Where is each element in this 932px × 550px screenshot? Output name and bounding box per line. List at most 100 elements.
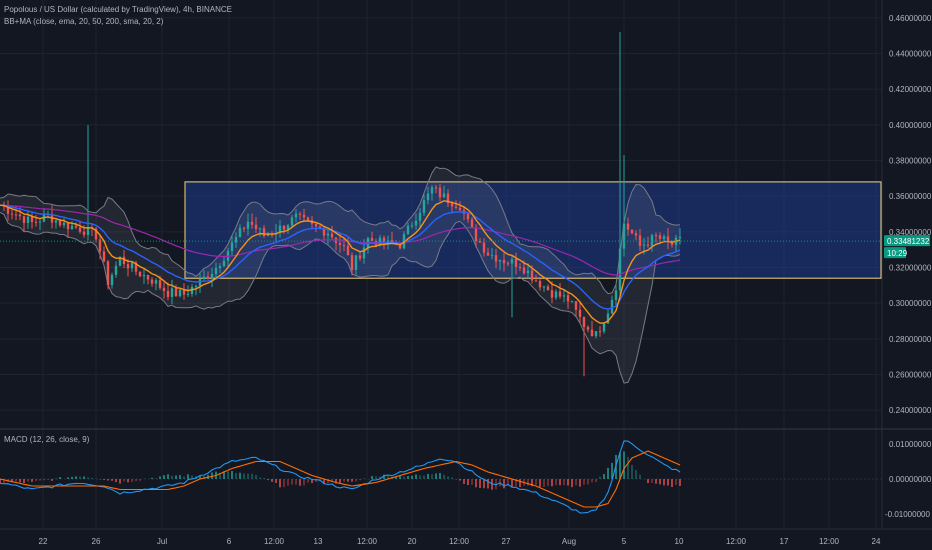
candle-body xyxy=(202,276,206,279)
candle-body xyxy=(34,221,38,223)
indicator-label[interactable]: BB+MA (close, ema, 20, 50, 200, sma, 20,… xyxy=(4,17,164,26)
candle-body xyxy=(438,187,442,198)
time-tick-label: 22 xyxy=(39,537,48,546)
candle-body xyxy=(346,245,350,256)
candle-body xyxy=(678,236,682,238)
candle-body xyxy=(26,216,30,223)
macd-pane xyxy=(0,440,681,514)
candle-body xyxy=(126,264,130,269)
candle-body xyxy=(582,316,586,328)
price-tick-label: 0.42000000 xyxy=(889,85,932,94)
candle-body xyxy=(430,187,434,194)
candle-body xyxy=(450,203,454,207)
time-tick-label: 12:00 xyxy=(819,537,840,546)
candle-body xyxy=(14,214,18,216)
time-tick-label: 5 xyxy=(622,537,627,546)
countdown-text: 10:29 xyxy=(887,249,908,258)
candle-body xyxy=(530,270,534,281)
time-tick-label: 6 xyxy=(227,537,232,546)
candle-body xyxy=(518,266,522,268)
candle-body xyxy=(422,200,426,213)
candle-body xyxy=(402,234,406,249)
candle-body xyxy=(626,223,630,230)
price-tags: 0.33481232 10:29 xyxy=(884,235,930,259)
time-tick-label: 12:00 xyxy=(726,537,747,546)
candle-body xyxy=(330,233,334,238)
candle-body xyxy=(566,295,570,302)
ema20-line xyxy=(0,200,681,324)
candle-body xyxy=(298,213,302,215)
candle-body xyxy=(74,225,78,228)
candle-body xyxy=(150,279,154,284)
candle-body xyxy=(506,263,510,265)
candle-body xyxy=(314,223,318,227)
candle-body xyxy=(282,225,286,230)
price-tick-label: 0.26000000 xyxy=(889,371,932,380)
candle-body xyxy=(318,226,322,229)
macd-tick-label: -0.01000000 xyxy=(885,510,930,519)
candle-body xyxy=(146,275,150,280)
candle-body xyxy=(6,206,10,214)
price-tick-label: 0.30000000 xyxy=(889,299,932,308)
candle-body xyxy=(466,213,470,220)
candle-body xyxy=(234,236,238,243)
candle-body xyxy=(30,216,34,222)
candle-body xyxy=(106,261,110,286)
price-tick-label: 0.36000000 xyxy=(889,192,932,201)
candle-body xyxy=(554,291,558,298)
ema50-line xyxy=(0,204,681,310)
time-tick-label: 26 xyxy=(92,537,101,546)
candle-body xyxy=(634,233,638,236)
time-tick-label: 20 xyxy=(408,537,417,546)
range-box[interactable] xyxy=(184,181,882,279)
candle-body xyxy=(186,293,190,295)
macd-line xyxy=(0,440,681,514)
candle-body xyxy=(326,233,330,236)
candle-body xyxy=(242,227,246,229)
price-tick-label: 0.44000000 xyxy=(889,50,932,59)
chart-title: Popolous / US Dollar (calculated by Trad… xyxy=(4,5,232,14)
candle-body xyxy=(138,271,142,277)
candle-body xyxy=(230,242,234,252)
candle-body xyxy=(666,236,670,241)
macd-label[interactable]: MACD (12, 26, close, 9) xyxy=(4,435,90,444)
countdown-tag xyxy=(884,247,906,259)
candle-body xyxy=(442,193,446,198)
candle-body xyxy=(266,234,270,236)
candle-body xyxy=(190,286,194,294)
time-tick-label: 12:00 xyxy=(357,537,378,546)
candle-body xyxy=(118,256,122,266)
candle-body xyxy=(174,288,178,297)
candle-body xyxy=(162,287,166,291)
candle-body xyxy=(218,266,222,269)
candle-body xyxy=(618,248,622,291)
candle-body xyxy=(98,239,102,252)
ema200-line xyxy=(0,204,681,276)
candle-body xyxy=(586,327,590,330)
candle-body xyxy=(166,290,170,297)
candle-body xyxy=(370,238,374,241)
candle-body xyxy=(474,228,478,241)
candle-body xyxy=(482,242,486,253)
bb-upper-line xyxy=(0,166,681,295)
last-price-tag xyxy=(884,235,930,247)
candle-body xyxy=(250,221,254,225)
candle-body xyxy=(486,252,490,256)
signal-line xyxy=(0,450,681,508)
candle-body xyxy=(214,268,218,275)
candle-body xyxy=(54,220,58,223)
candle-body xyxy=(630,229,634,234)
candle-body xyxy=(470,219,474,229)
candle-body xyxy=(350,255,354,270)
candle-body xyxy=(398,244,402,249)
candle-body xyxy=(322,228,326,236)
candle-body xyxy=(526,270,530,274)
candle-body xyxy=(302,214,306,218)
candle-body xyxy=(286,225,290,230)
candle-body xyxy=(110,274,114,286)
candle-body xyxy=(66,222,70,230)
candle-body xyxy=(642,244,646,246)
candle-body xyxy=(494,255,498,262)
candle-body xyxy=(306,217,310,221)
